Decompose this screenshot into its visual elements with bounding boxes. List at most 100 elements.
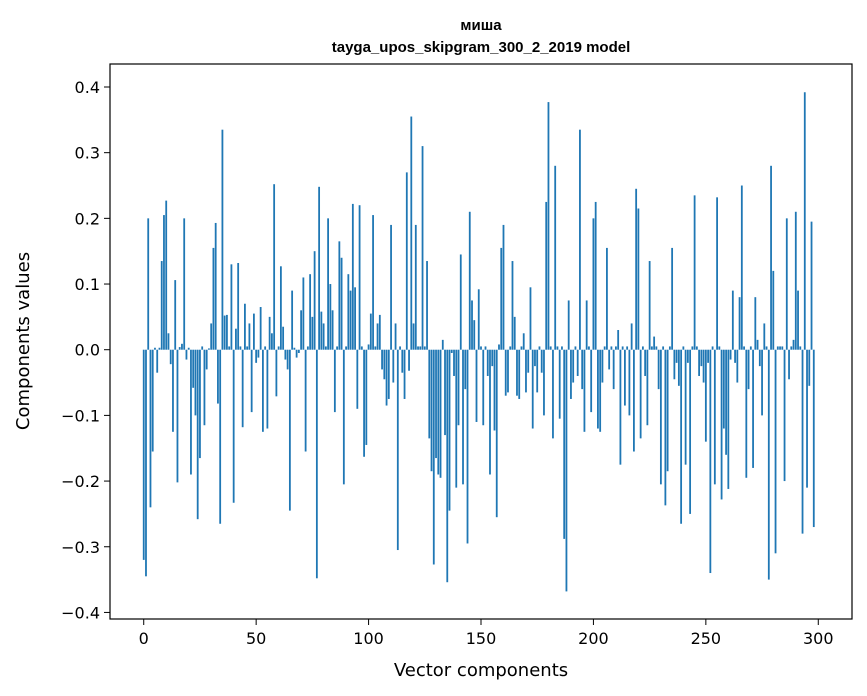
bar — [695, 346, 698, 350]
bar — [412, 323, 415, 350]
plot-frame — [109, 63, 853, 620]
bar — [531, 349, 534, 429]
bar — [668, 346, 671, 350]
bar — [459, 254, 462, 350]
bar — [432, 349, 435, 565]
y-tick-label: −0.2 — [61, 472, 100, 491]
bar — [417, 346, 419, 350]
bar — [387, 349, 390, 399]
bar — [801, 349, 804, 534]
bar — [664, 349, 667, 506]
bar — [583, 349, 586, 432]
bar — [588, 346, 590, 350]
bar — [507, 349, 509, 393]
bar — [763, 323, 766, 350]
bar — [282, 326, 285, 350]
bar — [543, 349, 545, 416]
bar — [279, 266, 282, 350]
bar — [563, 349, 566, 539]
bar — [603, 346, 606, 350]
bar — [275, 349, 278, 397]
bar — [709, 349, 712, 574]
bar — [147, 218, 150, 350]
bar — [475, 349, 478, 422]
bar — [345, 346, 347, 350]
bar — [351, 203, 354, 350]
bar — [199, 349, 201, 459]
bar — [302, 277, 305, 350]
bar — [203, 349, 206, 426]
y-tick-label: 0.2 — [75, 209, 100, 228]
bar — [792, 339, 795, 350]
bar — [394, 323, 397, 350]
bar — [401, 349, 404, 373]
x-axis-label: Vector components — [394, 660, 568, 681]
bar — [570, 349, 572, 399]
bar — [700, 349, 703, 367]
bar — [673, 349, 676, 380]
bar — [716, 197, 718, 350]
bar — [594, 201, 597, 350]
bar — [466, 349, 469, 544]
bar — [624, 349, 626, 406]
bar — [473, 320, 476, 350]
bar — [731, 290, 734, 350]
bar — [349, 290, 352, 350]
bar — [518, 349, 521, 399]
bar — [399, 346, 401, 350]
bar — [579, 129, 581, 350]
bar — [619, 349, 622, 465]
bar — [169, 349, 172, 365]
bar — [286, 349, 289, 370]
bar — [448, 349, 451, 511]
bar — [174, 280, 177, 350]
bar — [785, 218, 788, 350]
bar — [722, 349, 725, 429]
bar — [360, 346, 363, 350]
bar — [304, 349, 307, 452]
bar — [677, 349, 680, 386]
bar — [646, 349, 649, 426]
bar — [300, 310, 303, 350]
bar — [797, 290, 799, 350]
bar — [158, 347, 161, 350]
bar — [284, 349, 287, 360]
bar — [720, 349, 723, 500]
bar — [333, 349, 336, 413]
bar — [190, 349, 192, 475]
bar — [504, 349, 507, 396]
bar — [641, 346, 644, 350]
bar — [435, 349, 437, 459]
bar — [322, 323, 325, 350]
bar — [572, 349, 575, 383]
bar — [426, 261, 428, 350]
bar — [363, 349, 365, 457]
y-tick-label: −0.4 — [61, 603, 100, 622]
bar — [637, 208, 640, 350]
bar — [178, 347, 181, 350]
bar — [151, 349, 154, 452]
bar — [536, 349, 539, 393]
bar — [295, 349, 298, 358]
bar — [453, 349, 455, 376]
bar — [727, 349, 730, 489]
bar — [772, 270, 775, 350]
y-tick-label: −0.1 — [61, 406, 100, 425]
bars — [142, 92, 815, 592]
bar — [347, 274, 350, 350]
bar — [217, 349, 219, 404]
bar — [558, 349, 561, 419]
y-tick-label: 0.1 — [75, 275, 100, 294]
bar — [414, 224, 417, 350]
bar — [403, 349, 406, 399]
bar — [383, 349, 386, 380]
bar — [783, 349, 786, 482]
bar — [597, 349, 599, 429]
bar — [338, 241, 341, 350]
bar — [738, 297, 741, 350]
bar — [266, 349, 269, 429]
bar — [223, 315, 226, 350]
bar — [376, 323, 379, 350]
bar — [336, 346, 338, 350]
bar — [534, 349, 536, 367]
